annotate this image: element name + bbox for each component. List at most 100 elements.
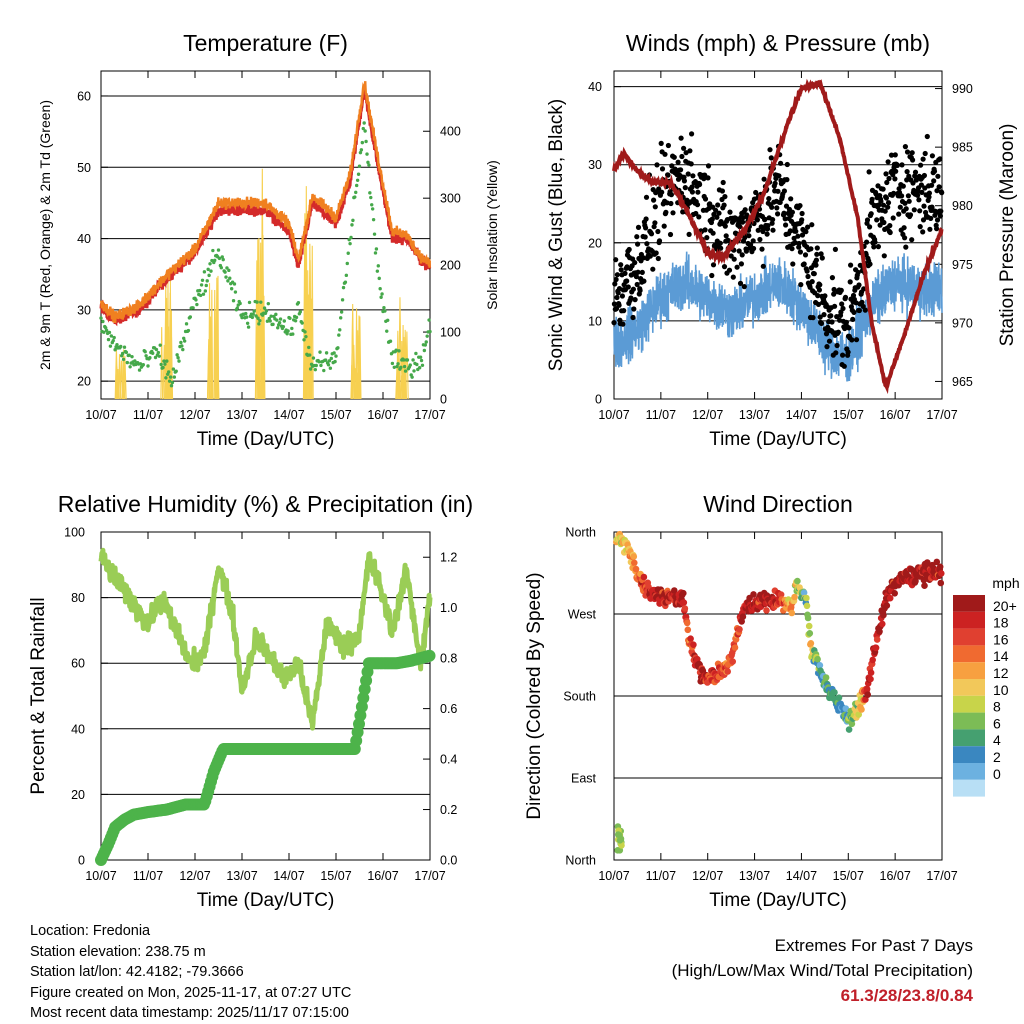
wind-gust-point xyxy=(637,287,643,294)
temp-dewpoint-point xyxy=(379,295,383,299)
pressure-line xyxy=(612,78,944,395)
wind-gust-point xyxy=(891,190,897,196)
temp-dewpoint-point xyxy=(247,300,252,305)
wind-gust-point xyxy=(686,231,692,237)
wind-gust-point xyxy=(713,207,719,213)
dir-point xyxy=(729,658,736,665)
dir-xtick-label: 10/07 xyxy=(598,869,629,883)
temp-dewpoint-point xyxy=(333,359,337,364)
wind-gust-point xyxy=(726,267,733,273)
rh-xlabel: Time (Day/UTC) xyxy=(197,890,335,911)
wind-gust-point xyxy=(905,193,912,199)
wind-gust-point xyxy=(787,228,793,234)
wind-gust-point xyxy=(781,188,788,194)
wind-gust-point xyxy=(714,214,720,220)
dir-ylabel: Direction (Colored By Speed) xyxy=(524,572,545,819)
precip-series xyxy=(95,649,436,866)
temp-dewpoint-point xyxy=(294,315,299,320)
wind-gust-point xyxy=(635,224,642,230)
wind-gust-point xyxy=(883,171,889,177)
temp-dewpoint-point xyxy=(151,351,155,355)
temp-insolation-spike xyxy=(258,330,261,400)
wind-gust-point xyxy=(775,188,781,194)
wind-title: Winds (mph) & Pressure (mb) xyxy=(626,30,930,56)
temp-ytick-label: 60 xyxy=(77,89,91,103)
wind-gust-point xyxy=(654,162,660,168)
wind-gust-point xyxy=(671,154,677,160)
temp-insolation-spike xyxy=(310,245,314,400)
rh-ytick-label: 0 xyxy=(78,854,85,868)
temp-dewpoint-point xyxy=(290,326,294,331)
wind-gust-point xyxy=(839,301,845,307)
temp-dewpoint-point xyxy=(107,330,112,335)
temp-dewpoint-point xyxy=(195,302,199,307)
wind-ytick-label: 10 xyxy=(588,314,602,328)
temp-dewpoint-point xyxy=(308,367,313,371)
wind-gust-point xyxy=(722,223,728,229)
wind-gust-point xyxy=(856,282,862,288)
temp-dewpoint-point xyxy=(339,316,343,320)
wind-gust-point xyxy=(886,175,892,182)
wind-gust-point xyxy=(831,291,837,297)
temp-dewpoint-point xyxy=(334,354,338,358)
wind-y2tick-label: 975 xyxy=(952,258,973,272)
temp-dewpoint-point xyxy=(219,266,224,270)
temp-series-2m-td xyxy=(99,121,432,388)
temp-dewpoint-point xyxy=(281,324,286,329)
temp-dewpoint-point xyxy=(106,337,111,342)
temp-dewpoint-point xyxy=(346,251,350,255)
dir-xtick-label: 13/07 xyxy=(739,869,770,883)
wind-ytick-label: 40 xyxy=(588,80,602,94)
wind-xtick-label: 16/07 xyxy=(880,408,911,422)
temp-dewpoint-point xyxy=(303,330,307,334)
wind-gust-point xyxy=(808,246,814,252)
temp-dewpoint-point xyxy=(425,334,429,338)
rh-xtick-label: 17/07 xyxy=(414,869,445,883)
dir-point xyxy=(794,577,801,585)
wind-gust-point xyxy=(669,163,675,169)
temp-insolation-spike xyxy=(207,345,211,400)
station-info: Location: Fredonia Station elevation: 23… xyxy=(30,921,351,1024)
temp-dewpoint-point xyxy=(128,365,132,369)
wind-gust-point xyxy=(625,284,631,290)
temp-dewpoint-point xyxy=(378,287,382,291)
temp-dewpoint-point xyxy=(375,269,380,273)
dir-point xyxy=(807,640,815,647)
wind-gust-point xyxy=(834,342,840,349)
wind-gust-point xyxy=(655,255,661,262)
wind-gust-point xyxy=(650,266,656,272)
station-location: Location: Fredonia xyxy=(30,923,151,939)
temp-dewpoint-point xyxy=(278,317,283,321)
wind-gust-point xyxy=(768,155,774,161)
temp-xtick-label: 17/07 xyxy=(414,408,445,422)
temp-dewpoint-point xyxy=(159,362,163,367)
wind-gust-point xyxy=(927,226,933,232)
temp-dewpoint-point xyxy=(298,310,302,314)
temp-dewpoint-point xyxy=(101,319,105,324)
temp-dewpoint-point xyxy=(148,356,152,360)
temp-dewpoint-point xyxy=(427,318,431,322)
temp-dewpoint-point xyxy=(372,232,377,236)
wind-gust-point xyxy=(931,168,938,174)
wind-gust-point xyxy=(762,216,768,222)
wind-gust-point xyxy=(764,231,770,237)
temp-y2tick-label: 0 xyxy=(440,393,447,407)
wind-xlabel: Time (Day/UTC) xyxy=(709,429,847,450)
wind-gust-point xyxy=(864,239,870,245)
temp-dewpoint-point xyxy=(329,356,333,361)
wind-gust-point xyxy=(882,208,888,214)
temp-dewpoint-point xyxy=(394,348,398,352)
wind-y2tick-label: 990 xyxy=(952,82,973,96)
wind-gust-point xyxy=(799,217,805,223)
temp-dewpoint-point xyxy=(221,257,225,262)
wind-xtick-label: 14/07 xyxy=(786,408,817,422)
wind-gust-point xyxy=(665,172,671,178)
dir-point xyxy=(831,689,838,696)
temp-dewpoint-point xyxy=(271,322,275,327)
wind-gust-point xyxy=(918,162,924,168)
temp-dewpoint-point xyxy=(213,258,217,263)
wind-gust-point xyxy=(868,211,874,217)
dir-point xyxy=(873,636,881,643)
rh-xtick-label: 16/07 xyxy=(367,869,398,883)
temp-insolation-spike xyxy=(405,331,409,400)
